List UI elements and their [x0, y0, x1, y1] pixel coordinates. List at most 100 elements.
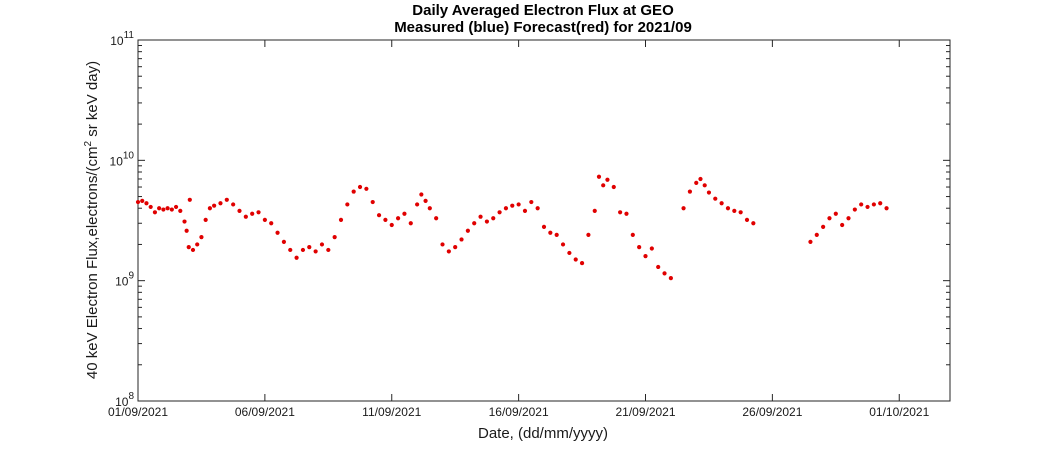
data-point — [548, 230, 553, 235]
data-point — [338, 217, 344, 222]
data-point — [376, 213, 382, 218]
data-point — [878, 201, 883, 206]
data-point — [370, 199, 375, 205]
data-point — [579, 260, 585, 266]
data-point — [497, 210, 502, 215]
data-point — [751, 221, 756, 226]
data-point — [516, 202, 521, 207]
data-point — [281, 239, 287, 244]
data-point — [345, 202, 350, 207]
data-point — [161, 207, 166, 212]
data-point — [157, 206, 162, 211]
y-tick-label: 109 — [115, 271, 134, 289]
data-point — [182, 219, 187, 224]
data-point — [262, 217, 267, 222]
data-point — [668, 276, 673, 281]
data-point — [814, 232, 819, 238]
data-point — [605, 177, 610, 182]
data-point — [169, 207, 174, 212]
data-point — [744, 217, 750, 222]
x-tick-label: 01/10/2021 — [869, 405, 929, 419]
data-point — [706, 190, 712, 195]
data-point — [190, 247, 196, 253]
y-axis-label-prefix: 40 keV Electron Flux,electrons/(cm — [84, 147, 101, 380]
data-point — [560, 242, 566, 247]
data-point — [596, 174, 602, 179]
chart-subtitle: Measured (blue) Forecast(red) for 2021/0… — [394, 19, 692, 36]
y-axis-ticks: 108 109 1010 1011 — [110, 30, 950, 409]
x-tick-label: 06/09/2021 — [235, 405, 295, 419]
chart-title: Daily Averaged Electron Flux at GEO — [412, 2, 674, 19]
data-markers — [135, 174, 889, 281]
data-point — [732, 208, 737, 213]
data-point — [529, 199, 534, 205]
data-point — [702, 183, 707, 188]
data-point — [738, 210, 743, 215]
data-point — [364, 186, 369, 191]
data-point — [871, 202, 876, 207]
data-point — [195, 242, 200, 247]
data-point — [567, 250, 572, 256]
data-point — [256, 210, 261, 215]
data-point — [434, 216, 439, 221]
data-point — [294, 255, 299, 260]
data-point — [165, 206, 170, 211]
data-point — [586, 232, 591, 238]
data-point — [395, 216, 401, 221]
y-tick-label: 1010 — [110, 150, 135, 168]
data-point — [852, 207, 857, 212]
data-point — [383, 217, 388, 222]
data-point — [840, 222, 845, 228]
data-point — [332, 235, 337, 240]
data-point — [808, 239, 813, 244]
y-tick-label: 108 — [115, 391, 134, 409]
data-point — [459, 237, 464, 242]
data-point — [423, 198, 428, 204]
data-point — [178, 208, 183, 213]
data-point — [300, 247, 306, 253]
data-point — [630, 232, 635, 238]
data-point — [351, 189, 356, 194]
y-axis-label-superscript: 2 — [83, 141, 94, 147]
data-point — [478, 214, 483, 219]
data-point — [408, 221, 413, 226]
data-point — [510, 203, 515, 208]
data-point — [307, 245, 312, 250]
y-axis-label: 40 keV Electron Flux,electrons/(cm2 sr k… — [83, 61, 101, 379]
data-point — [601, 183, 606, 188]
data-point — [649, 246, 654, 251]
data-point — [713, 196, 718, 201]
data-point — [199, 235, 204, 240]
x-axis-label: Date, (dd/mm/yyyy) — [478, 425, 608, 442]
data-point — [846, 216, 851, 221]
data-point — [694, 180, 699, 185]
data-point — [224, 197, 229, 202]
x-tick-label: 01/09/2021 — [108, 405, 168, 419]
data-point — [243, 214, 248, 219]
data-point — [884, 206, 889, 211]
data-point — [833, 211, 838, 216]
x-axis-ticks: 01/09/2021 06/09/2021 11/09/2021 16/09/2021… — [108, 40, 930, 419]
data-point — [184, 228, 189, 233]
data-point — [269, 221, 274, 226]
data-point — [618, 210, 623, 215]
data-point — [173, 204, 179, 210]
data-point — [465, 228, 470, 233]
data-point — [472, 221, 477, 226]
data-point — [719, 201, 724, 206]
data-point — [207, 206, 212, 211]
data-point — [662, 271, 667, 276]
data-point — [522, 208, 528, 213]
data-point — [203, 217, 208, 222]
data-point — [135, 199, 141, 205]
data-point — [656, 264, 661, 270]
y-axis-label-suffix: sr keV day) — [84, 61, 101, 141]
data-point — [288, 247, 293, 253]
data-point — [275, 230, 280, 235]
data-point — [140, 198, 145, 204]
data-point — [821, 224, 826, 229]
data-point — [212, 203, 217, 208]
data-point — [237, 208, 242, 213]
data-point — [357, 184, 363, 190]
